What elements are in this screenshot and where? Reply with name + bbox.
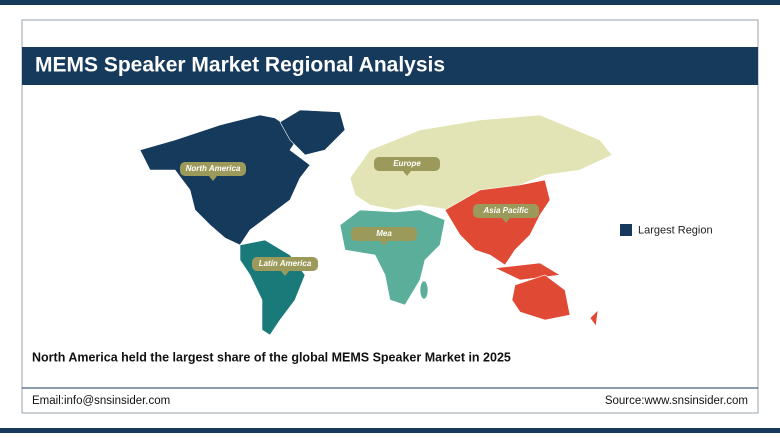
label-mea: Mea	[351, 227, 417, 246]
region-label: Mea	[376, 229, 392, 238]
footer-source: Source:www.snsinsider.com	[605, 395, 748, 407]
greenland-shape	[279, 109, 346, 156]
region-label: North America	[186, 164, 241, 173]
footer-email: Email:info@snsinsider.com	[32, 395, 170, 407]
region-label: Europe	[393, 159, 421, 168]
label-latin-america: Latin America	[252, 257, 318, 276]
legend-label: Largest Region	[638, 224, 713, 236]
world-map	[139, 109, 613, 336]
region-label: Latin America	[259, 259, 312, 268]
mea-shape	[339, 209, 446, 306]
frame	[21, 19, 759, 414]
madagascar-shape	[419, 280, 429, 300]
caption: North America held the largest share of …	[32, 350, 511, 364]
indonesia-shape	[493, 262, 561, 281]
north-america-shape	[139, 114, 311, 246]
bottom-bar	[0, 428, 780, 433]
legend-swatch	[620, 224, 632, 236]
europe-shape	[349, 114, 613, 211]
new-zealand-shape	[589, 309, 599, 327]
title: MEMS Speaker Market Regional Analysis	[35, 54, 445, 77]
latin-america-shape	[239, 239, 306, 336]
title-bar	[22, 47, 758, 85]
region-label: Asia Pacific	[483, 206, 529, 215]
label-asia-pacific: Asia Pacific	[473, 204, 539, 223]
label-north-america: North America	[180, 162, 246, 181]
asia-pacific-shape	[444, 179, 551, 266]
australia-shape	[511, 274, 571, 321]
label-europe: Europe	[374, 157, 440, 176]
top-bar	[0, 0, 780, 5]
